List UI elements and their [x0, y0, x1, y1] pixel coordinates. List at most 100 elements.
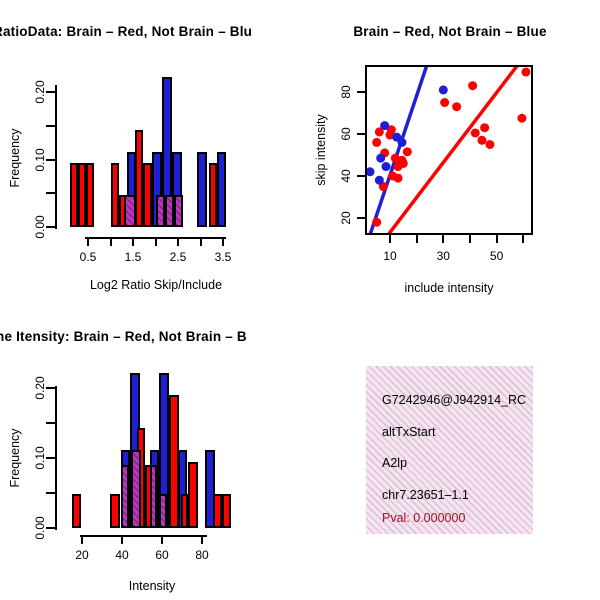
scatter-point-red: [517, 113, 527, 123]
hist-bar-red: [181, 494, 188, 528]
hist-bar-blue: [205, 450, 215, 528]
hist-ratio-y-tick: [46, 226, 55, 228]
hist-bar-red: [208, 162, 217, 227]
scatter-y-tick: [357, 217, 365, 219]
scatter-canvas: [367, 67, 531, 233]
scatter-plot-box: [365, 65, 533, 235]
hist-bar-hatch: [131, 450, 141, 528]
hist-intensity-x-axis-line: [80, 535, 207, 537]
red-threshold-line: [387, 67, 519, 233]
hist-ratio-x-tick: [222, 237, 224, 246]
hist-ratio-x-tick: [199, 237, 202, 246]
hist-bar-hatch: [156, 194, 166, 227]
scatter-point-blue: [397, 137, 407, 147]
hist-bar-blue: [216, 152, 226, 227]
hist-intensity-x-tick: [161, 535, 163, 544]
scatter-x-tick: [495, 235, 498, 243]
hist-bar-hatch: [159, 494, 167, 528]
gene-name-text: A2lp: [382, 456, 408, 470]
hist-intensity-y-tick: [46, 457, 55, 459]
hist-ratio-x-tick: [177, 237, 179, 246]
scatter-point-blue: [374, 175, 384, 185]
hist-bar-red: [110, 494, 120, 528]
hist-ratio-y-axis-line: [55, 85, 57, 229]
hist-intensity-y-tick-label: 0.10: [33, 446, 47, 470]
hist-intensity-y-tick-label: 0.00: [33, 516, 47, 540]
hist-ratio-x-tick-label: 2.5: [169, 250, 187, 264]
gene-id-text: G7242946@J942914_RC: [382, 393, 527, 407]
hist-ratio-ylabel: Frequency: [8, 128, 22, 188]
hist-bar-red: [78, 162, 87, 227]
hist-bar-red: [110, 162, 119, 227]
hist-intensity-x-tick-label: 80: [195, 548, 209, 562]
scatter-point-red: [521, 67, 531, 77]
hist-bar-red: [72, 494, 81, 528]
scatter-point-blue: [376, 153, 386, 163]
hist-intensity-xlabel: Intensity: [128, 579, 176, 593]
hist-ratio-xlabel: Log2 Ratio Skip/Include: [89, 278, 223, 292]
hist-bar-red: [86, 162, 95, 227]
hist-bar-blue: [196, 152, 207, 227]
scatter-x-tick-label: 50: [489, 249, 504, 263]
hist-ratio-x-tick-label: 0.5: [79, 250, 97, 264]
hist-intensity-y-tick-label: 0.20: [33, 376, 47, 400]
hist-ratio-y-tick-label: 0.10: [33, 147, 47, 172]
scatter-point-red: [402, 147, 412, 157]
scatter-ylabel: skip intensity: [314, 114, 328, 186]
hist-intensity-x-tick-label: 60: [155, 548, 169, 562]
scatter-x-tick-label: 30: [436, 249, 450, 263]
hist-ratio-x-tick: [87, 237, 89, 246]
hist-intensity-y-axis-line: [55, 386, 57, 530]
hist-bar-red: [222, 494, 231, 528]
hist-intensity-x-tick-label: 40: [115, 548, 129, 562]
scatter-point-red: [468, 81, 478, 91]
scatter-y-tick-label: 40: [339, 169, 353, 183]
hist-bar-red: [188, 461, 198, 528]
scatter-xlabel: include intensity: [404, 281, 494, 295]
gene-info-box: G7242946@J942914_RC altTxStart A2lp chr7…: [366, 366, 533, 534]
scatter-x-tick: [389, 235, 391, 243]
scatter-point-red: [470, 128, 480, 138]
scatter-point-red: [440, 98, 450, 107]
hist-ratio-y-tick: [46, 91, 55, 93]
scatter-point-red: [372, 137, 382, 147]
hist-intensity-x-tick: [121, 535, 123, 544]
scatter-y-tick-label: 20: [339, 211, 353, 225]
scatter-point-red: [372, 217, 382, 227]
hist-bar-hatch: [150, 465, 157, 528]
scatter-y-tick-label: 80: [339, 85, 353, 99]
hist-ratio-title: RatioData: Brain – Red, Not Brain – Blu: [0, 24, 253, 39]
hist-ratio-x-tick: [154, 237, 157, 246]
hist-ratio-y-tick: [46, 192, 55, 195]
scatter-x-tick: [522, 235, 525, 243]
hist-bar-hatch: [174, 194, 184, 227]
hist-ratio-y-tick-label: 0.00: [33, 215, 47, 239]
scatter-x-tick: [442, 235, 445, 243]
hist-ratio-x-tick: [132, 237, 134, 246]
hist-ratio-y-tick: [46, 158, 55, 161]
pval-text: Pval: 0.000000: [382, 511, 466, 525]
hist-bar-hatch: [165, 194, 175, 227]
blue-threshold-line: [368, 67, 429, 233]
hist-intensity-y-tick: [46, 422, 55, 424]
hist-bar-red: [169, 395, 179, 528]
scatter-y-tick: [357, 91, 365, 93]
locus-text: chr7.23651–1.1: [382, 488, 469, 502]
scatter-point-red: [388, 171, 398, 181]
event-type-text: altTxStart: [382, 425, 436, 439]
scatter-x-tick: [468, 235, 471, 243]
hist-bar-red: [70, 162, 79, 227]
hist-bar-hatch: [124, 194, 136, 227]
scatter-y-tick: [357, 175, 365, 177]
scatter-point-blue: [367, 167, 375, 177]
scatter-x-tick-label: 10: [383, 249, 397, 263]
scatter-title: Brain – Red, Not Brain – Blue: [353, 24, 547, 39]
hist-intensity-x-tick: [201, 535, 203, 544]
hist-ratio-x-tick-label: 3.5: [214, 250, 232, 264]
scatter-point-red: [485, 140, 495, 149]
scatter-y-tick-label: 60: [339, 127, 353, 141]
hist-bar-hatch: [121, 465, 129, 528]
hist-ratio-y-tick: [46, 124, 55, 127]
scatter-point-red: [374, 127, 384, 137]
